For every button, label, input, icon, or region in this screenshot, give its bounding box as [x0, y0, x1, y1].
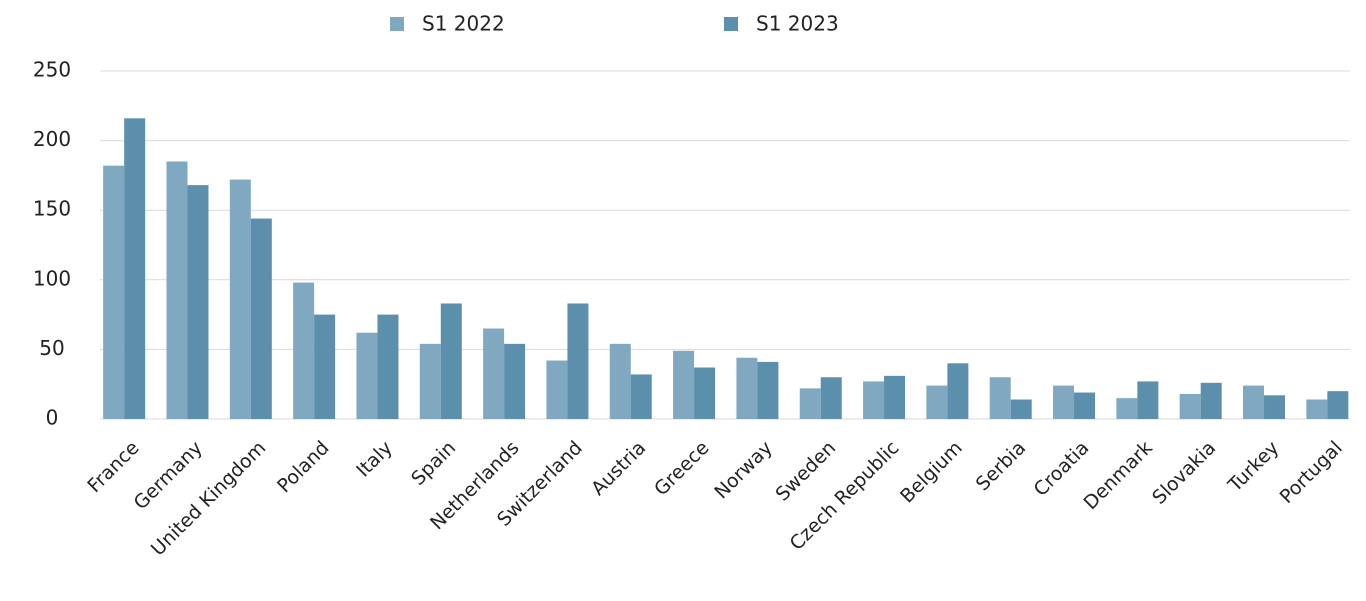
- bar: [673, 350, 695, 419]
- bar: [356, 332, 378, 419]
- x-tick-label: Norway: [710, 437, 777, 504]
- legend-swatch: [390, 17, 404, 31]
- bar: [504, 343, 526, 419]
- bar: [1200, 382, 1222, 419]
- bar: [1306, 399, 1328, 419]
- y-tick-label: 250: [33, 58, 71, 82]
- bar: [377, 314, 399, 419]
- bar: [103, 165, 125, 419]
- bar: [884, 375, 906, 419]
- bar: [419, 343, 441, 419]
- x-tick-label: Spain: [407, 437, 460, 490]
- x-tick-label: Belgium: [896, 437, 967, 508]
- bar: [250, 218, 272, 419]
- y-tick-label: 50: [39, 336, 64, 360]
- bar: [694, 367, 716, 419]
- bar: [989, 377, 1011, 419]
- bar: [440, 303, 462, 419]
- bar: [736, 357, 758, 419]
- x-tick-label: Croatia: [1030, 437, 1094, 501]
- legend-label: S1 2023: [756, 12, 839, 36]
- bar: [1264, 395, 1286, 419]
- bar: [863, 381, 885, 419]
- bar: [947, 363, 969, 419]
- bar: [926, 385, 948, 419]
- x-tick-label: Greece: [650, 437, 713, 500]
- y-tick-label: 0: [46, 406, 59, 430]
- bar: [1179, 393, 1201, 419]
- x-tick-label: Italy: [352, 437, 397, 482]
- y-tick-label: 200: [33, 127, 71, 151]
- bar: [820, 377, 842, 419]
- bar: [1327, 391, 1349, 419]
- bar: [229, 179, 251, 419]
- bar: [1074, 392, 1096, 419]
- x-tick-label: France: [83, 437, 143, 497]
- bar: [630, 374, 652, 419]
- bar: [166, 161, 188, 420]
- x-tick-label: Turkey: [1223, 437, 1283, 497]
- x-tick-label: Slovakia: [1148, 437, 1220, 509]
- bar: [799, 388, 821, 419]
- bar: [1010, 399, 1032, 419]
- bar: [1116, 398, 1138, 419]
- bar: [187, 185, 209, 419]
- x-tick-label: Serbia: [972, 437, 1030, 495]
- x-tick-label: United Kingdom: [147, 437, 270, 560]
- x-tick-label: Portugal: [1276, 437, 1347, 508]
- bar: [1053, 385, 1075, 419]
- x-tick-label: Austria: [587, 437, 650, 500]
- bar: [546, 360, 568, 419]
- y-tick-label: 100: [33, 266, 71, 290]
- x-tick-label: Denmark: [1079, 437, 1156, 514]
- x-tick-label: Poland: [273, 437, 333, 497]
- bar: [1137, 381, 1159, 419]
- bar: [1243, 385, 1265, 419]
- y-tick-label: 150: [33, 197, 71, 221]
- legend-label: S1 2022: [422, 12, 505, 36]
- bar: [314, 314, 336, 419]
- legend-swatch: [724, 17, 738, 31]
- bar: [483, 328, 505, 419]
- bar: [567, 303, 589, 419]
- bar: [757, 361, 779, 419]
- bar: [609, 343, 631, 419]
- x-tick-label: Czech Republic: [786, 437, 904, 555]
- bar: [124, 118, 146, 419]
- bar: [293, 282, 315, 419]
